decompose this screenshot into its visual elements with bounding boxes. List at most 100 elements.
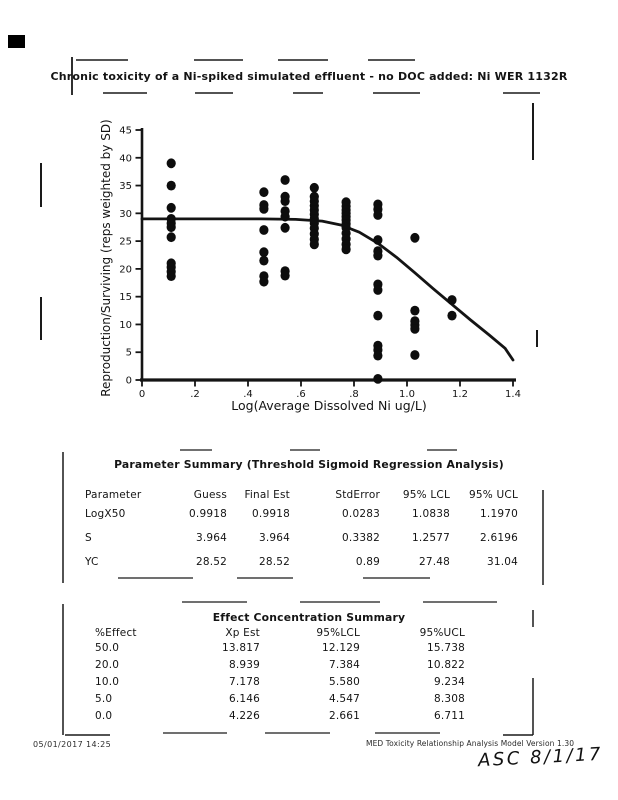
table-cell: 2.6196 <box>480 532 518 544</box>
data-point <box>280 266 290 276</box>
table-row: YC 28.52 28.52 0.89 27.48 31.04 <box>85 550 518 574</box>
data-point <box>410 316 420 326</box>
data-point <box>280 211 290 222</box>
table-cell: 1.2577 <box>412 532 450 544</box>
table-cell: S <box>85 532 92 544</box>
table-cell: 7.384 <box>328 659 360 671</box>
table-cell: 0.9918 <box>252 508 290 520</box>
table-row: 10.0 7.178 5.580 9.234 <box>95 674 465 691</box>
table-cell: 27.48 <box>418 556 450 568</box>
data-point <box>309 214 319 224</box>
data-point <box>166 218 176 229</box>
y-tick-label: 10 <box>119 320 132 331</box>
data-point <box>341 219 351 229</box>
table-cell: 31.04 <box>486 556 518 568</box>
data-point <box>373 210 383 220</box>
table-cell: 6.711 <box>433 710 465 722</box>
effect-concentration-title: Effect Concentration Summary <box>212 611 406 624</box>
data-point <box>341 244 351 255</box>
column-header: Final Est <box>244 489 290 501</box>
data-point <box>166 214 176 224</box>
data-point <box>309 182 319 193</box>
data-point <box>309 196 319 207</box>
footer-program-name: MED Toxicity Relationship Analysis Model… <box>366 739 575 748</box>
table-cell: 8.939 <box>228 659 260 671</box>
table-cell: 28.52 <box>258 556 290 568</box>
x-tick-label: .2 <box>190 389 200 400</box>
data-point <box>166 262 176 273</box>
data-point <box>341 234 351 244</box>
table-row: LogX50 0.9918 0.9918 0.0283 1.0838 1.197… <box>85 502 518 526</box>
fit-curve <box>140 217 515 362</box>
data-point <box>309 218 319 229</box>
data-point <box>447 295 457 305</box>
data-point <box>280 222 290 233</box>
data-point <box>341 228 351 239</box>
y-tick-label: 5 <box>126 348 132 359</box>
data-point <box>309 239 319 250</box>
data-point <box>166 232 176 243</box>
column-header: Parameter <box>85 489 142 501</box>
data-point <box>341 215 351 225</box>
x-tick-label: 1.2 <box>452 389 468 400</box>
column-header: 95%UCL <box>419 627 465 639</box>
data-point <box>259 187 269 198</box>
data-point <box>166 271 176 281</box>
y-tick-label: 25 <box>119 237 132 248</box>
data-point <box>341 239 351 250</box>
table-cell: 8.308 <box>433 693 465 705</box>
x-tick-label: 1.0 <box>399 389 415 400</box>
data-point <box>410 305 420 316</box>
data-point <box>447 310 457 321</box>
data-point <box>166 180 176 191</box>
data-point <box>309 234 319 245</box>
table-cell: 10.0 <box>95 676 120 688</box>
data-point <box>373 350 383 361</box>
data-point <box>373 250 383 261</box>
x-tick-label: 0 <box>139 389 145 400</box>
x-tick-label: .8 <box>349 389 359 400</box>
data-point <box>373 310 383 321</box>
footer-timestamp: 05/01/2017 14:25 <box>33 740 112 749</box>
y-tick-label: 0 <box>126 376 132 387</box>
data-point <box>373 199 383 210</box>
data-point <box>373 279 383 290</box>
data-point <box>410 232 420 243</box>
column-header: Guess <box>193 489 227 501</box>
data-point <box>166 158 176 169</box>
data-point <box>259 271 269 281</box>
table-cell: 0.3382 <box>342 532 380 544</box>
table-row: 5.0 6.146 4.547 8.308 <box>95 691 465 708</box>
data-point <box>341 208 351 219</box>
column-header: 95% LCL <box>402 489 450 501</box>
table-cell: 0.0 <box>95 710 113 722</box>
data-point <box>309 209 319 220</box>
data-point <box>166 222 176 233</box>
x-tick-label: .4 <box>243 389 253 400</box>
data-point <box>259 204 269 214</box>
data-point <box>309 191 319 202</box>
table-cell: 6.146 <box>228 693 260 705</box>
data-point <box>166 258 176 269</box>
table-cell: 20.0 <box>95 659 120 671</box>
table-cell: 10.822 <box>427 659 465 671</box>
table-cell: 3.964 <box>258 532 290 544</box>
column-header: StdError <box>335 489 380 501</box>
table-cell: 28.52 <box>195 556 227 568</box>
y-tick-label: 40 <box>119 153 132 164</box>
data-point <box>341 205 351 215</box>
data-point <box>280 191 290 202</box>
data-point <box>373 285 383 295</box>
table-cell: 4.547 <box>328 693 360 705</box>
data-point <box>280 196 290 207</box>
table-cell: 50.0 <box>95 642 120 654</box>
parameter-summary-title: Parameter Summary (Threshold Sigmoid Reg… <box>114 458 504 471</box>
table-cell: 3.964 <box>195 532 227 544</box>
data-point <box>373 345 383 355</box>
data-point <box>166 202 176 213</box>
x-axis-label: Log(Average Dissolved Ni ug/L) <box>231 398 426 413</box>
y-tick-label: 20 <box>119 264 132 275</box>
column-header: 95% UCL <box>469 489 518 501</box>
y-tick-label: 30 <box>119 209 132 220</box>
